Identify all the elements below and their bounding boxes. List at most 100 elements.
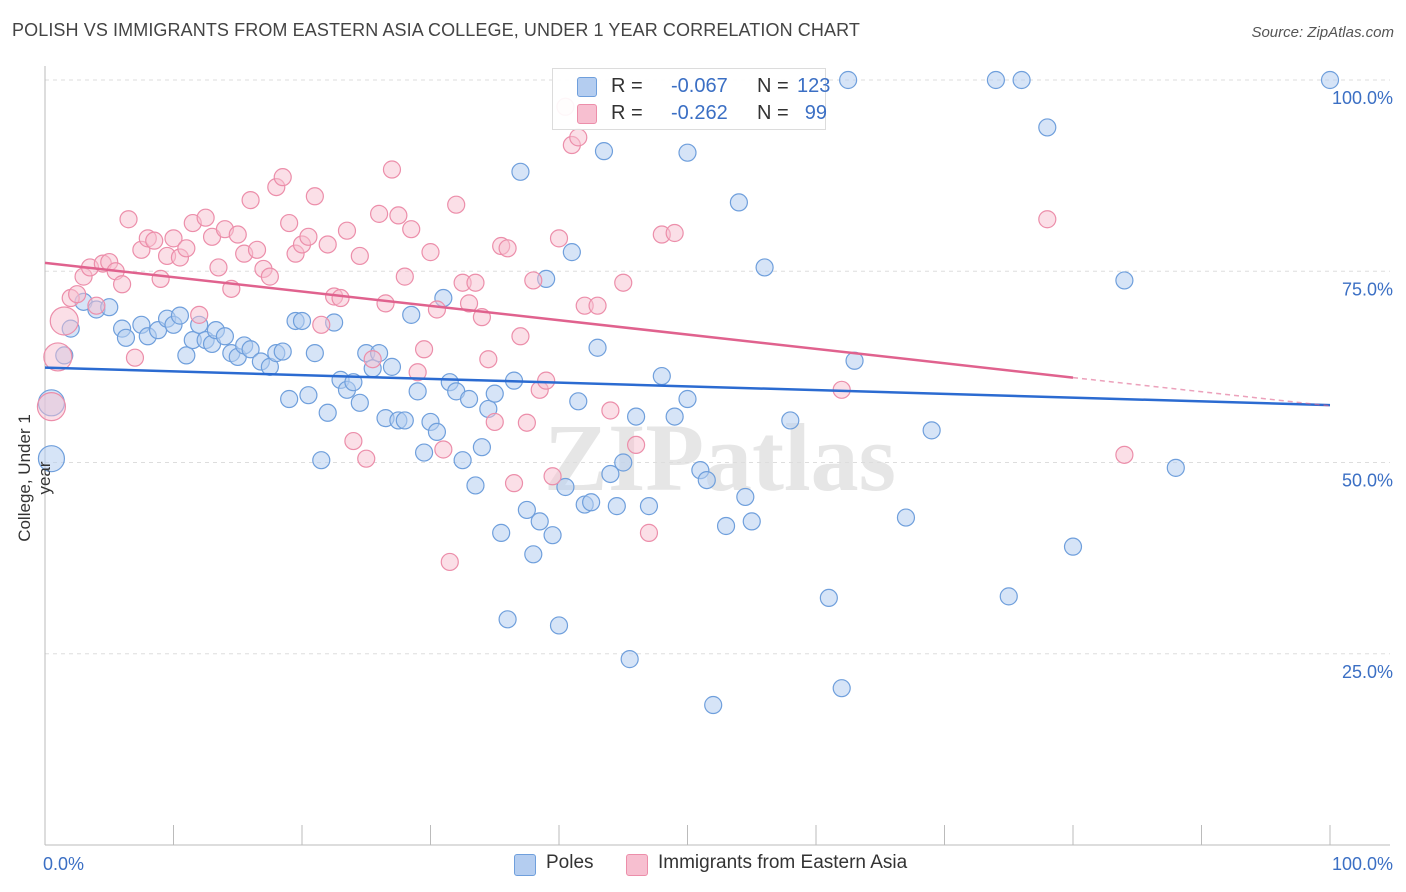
poles-point	[755, 258, 774, 277]
immigrants-point	[344, 431, 363, 451]
poles-point	[832, 679, 851, 698]
poles-point	[697, 470, 716, 490]
immigrants-point	[517, 413, 536, 432]
immigrants-point	[498, 239, 517, 258]
legend-r-label: R =	[611, 75, 643, 97]
poles-point	[350, 393, 369, 412]
immigrants-point	[485, 412, 504, 432]
poles-point	[382, 357, 402, 376]
immigrants-point	[145, 231, 164, 250]
legend-n-label: N =	[757, 102, 789, 124]
poles-point	[472, 438, 491, 457]
poles-point	[620, 650, 639, 669]
poles-point	[819, 588, 838, 608]
legend-n-value: 99	[804, 102, 827, 124]
immigrants-point	[318, 235, 337, 254]
poles-point	[459, 389, 479, 409]
immigrants-point	[414, 340, 434, 359]
poles-point	[241, 340, 260, 359]
immigrants-point	[305, 187, 324, 206]
immigrants-point	[1115, 445, 1134, 464]
x-tick-label-max: 100.0%	[1332, 854, 1393, 874]
poles-point	[999, 587, 1018, 606]
poles-point	[37, 445, 66, 473]
poles-point	[896, 508, 916, 527]
poles-point	[395, 411, 414, 430]
immigrants-trendline	[44, 261, 1074, 379]
x-tick-label-min: 0.0%	[43, 854, 84, 874]
poles-swatch	[577, 77, 597, 97]
immigrants-point	[569, 128, 588, 147]
immigrants-point	[119, 210, 138, 229]
immigrants-point	[395, 267, 414, 286]
immigrants-point	[588, 296, 607, 315]
immigrants-point	[190, 305, 209, 324]
poles-point	[453, 451, 472, 470]
immigrants-point	[260, 267, 279, 286]
stats-legend: R = -0.067 N = 123 R = -0.262 N = 99	[552, 68, 831, 130]
immigrants-point	[434, 440, 453, 459]
immigrants-point	[112, 275, 132, 294]
immigrants-point	[665, 223, 684, 243]
y-tick-label: 25.0%	[1342, 662, 1393, 682]
poles-point	[678, 389, 697, 409]
poles-point	[408, 382, 427, 401]
poles-point	[665, 407, 684, 426]
immigrants-point	[350, 246, 369, 266]
immigrants-point	[614, 273, 633, 292]
poles-point	[639, 497, 659, 516]
poles-point	[292, 311, 312, 331]
poles-point	[562, 243, 581, 262]
immigrants-point	[626, 435, 646, 455]
poles-point	[704, 695, 723, 715]
poles-point	[729, 193, 749, 212]
immigrants-point	[466, 273, 485, 292]
y-tick-label: 100.0%	[1332, 88, 1393, 108]
immigrants-point	[543, 467, 562, 486]
poles-point	[736, 487, 755, 507]
poles-point	[517, 500, 536, 520]
poles-point	[922, 421, 941, 440]
poles-point	[1063, 537, 1083, 556]
immigrants-point	[228, 225, 247, 244]
immigrants-point	[196, 208, 215, 227]
poles-point	[1115, 271, 1134, 290]
immigrants-point	[408, 363, 427, 382]
legend-n-value: 123	[797, 75, 831, 97]
immigrants-point	[524, 271, 543, 290]
poles-point	[427, 422, 447, 441]
immigrants-point	[601, 401, 620, 420]
immigrants-legend-label: Immigrants from Eastern Asia	[658, 852, 908, 873]
legend-n-label: N =	[757, 75, 789, 97]
poles-point	[614, 453, 633, 472]
poles-point	[556, 477, 575, 497]
poles-point	[582, 493, 601, 512]
immigrants-point	[241, 191, 260, 210]
poles-point	[1166, 458, 1185, 477]
immigrants-point	[209, 258, 228, 277]
poles-point	[569, 392, 588, 411]
immigrants-point	[440, 552, 459, 572]
immigrants-legend-swatch	[626, 854, 648, 876]
immigrants-point	[177, 239, 196, 258]
immigrants-point	[421, 243, 440, 262]
immigrants-point	[331, 288, 350, 308]
poles-point	[1038, 118, 1057, 137]
immigrants-point	[280, 213, 299, 233]
poles-point	[511, 162, 530, 181]
poles-point	[781, 411, 800, 430]
y-tick-label: 75.0%	[1342, 279, 1393, 299]
immigrants-point	[639, 523, 659, 542]
poles-point	[485, 384, 504, 403]
immigrants-point	[389, 206, 408, 225]
poles-point	[299, 386, 318, 405]
immigrants-point	[1038, 210, 1057, 229]
poles-point	[215, 327, 234, 346]
poles-point	[678, 143, 697, 162]
poles-point	[524, 545, 543, 564]
poles-point	[839, 70, 858, 90]
poles-point	[626, 407, 646, 426]
immigrants-point	[337, 221, 357, 240]
poles-point	[466, 476, 485, 495]
